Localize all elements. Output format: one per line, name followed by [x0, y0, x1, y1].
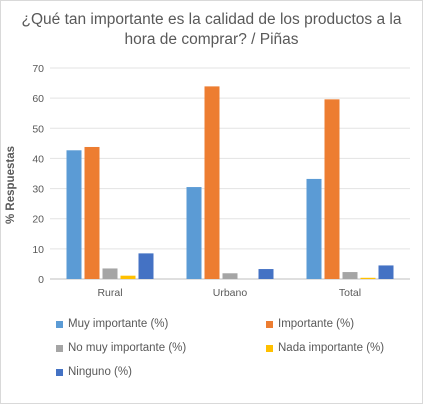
legend-swatch	[266, 344, 273, 352]
bar	[360, 277, 376, 279]
bars	[66, 86, 394, 279]
bar	[342, 272, 358, 279]
y-tick-label: 40	[32, 153, 44, 165]
y-axis-label: % Respuestas	[5, 146, 17, 224]
y-tick-label: 10	[32, 244, 44, 256]
legend-item: Nada importante (%)	[266, 342, 384, 354]
legend-swatch	[266, 320, 273, 328]
chart-title-line-1: ¿Qué tan importante es la calidad de los…	[21, 11, 402, 28]
bar	[66, 150, 82, 279]
bar	[138, 253, 154, 279]
x-axis-ticks: Rural Urbano Total	[97, 287, 361, 299]
legend-swatch	[56, 368, 63, 376]
legend-item: Ninguno (%)	[56, 366, 132, 378]
chart-title: ¿Qué tan importante es la calidad de los…	[0, 10, 423, 50]
legend-swatch	[56, 344, 63, 352]
legend-swatch	[56, 320, 63, 328]
bar	[120, 275, 136, 279]
y-tick-label: 60	[32, 93, 44, 105]
legend-label: Ninguno (%)	[68, 366, 132, 378]
bar	[378, 265, 394, 279]
legend-label: Nada importante (%)	[278, 342, 385, 354]
legend-label: Muy importante (%)	[68, 318, 169, 330]
bar	[258, 269, 274, 279]
x-tick-label: Rural	[97, 287, 122, 299]
y-tick-label: 50	[32, 123, 44, 135]
y-tick-label: 0	[38, 274, 44, 286]
legend-label: No muy importante (%)	[68, 342, 187, 354]
legend-label: Importante (%)	[278, 318, 355, 330]
gridlines	[50, 67, 410, 280]
bar	[186, 187, 202, 279]
y-axis-ticks: 0 10 20 30 40 50 60 70	[32, 63, 44, 286]
bar	[102, 268, 118, 279]
x-tick-label: Urbano	[213, 287, 248, 299]
chart-title-line-2: hora de comprar? / Piñas	[124, 31, 299, 48]
y-tick-label: 70	[32, 63, 44, 75]
bar	[204, 86, 220, 279]
x-tick-label: Total	[339, 287, 361, 299]
legend-item: No muy importante (%)	[56, 342, 186, 354]
y-tick-label: 20	[32, 214, 44, 226]
bar	[222, 273, 238, 279]
legend-item: Muy importante (%)	[56, 318, 168, 330]
bar	[306, 178, 322, 279]
bar	[324, 99, 340, 279]
y-tick-label: 30	[32, 184, 44, 196]
legend-item: Importante (%)	[266, 318, 354, 330]
bar	[84, 146, 100, 279]
